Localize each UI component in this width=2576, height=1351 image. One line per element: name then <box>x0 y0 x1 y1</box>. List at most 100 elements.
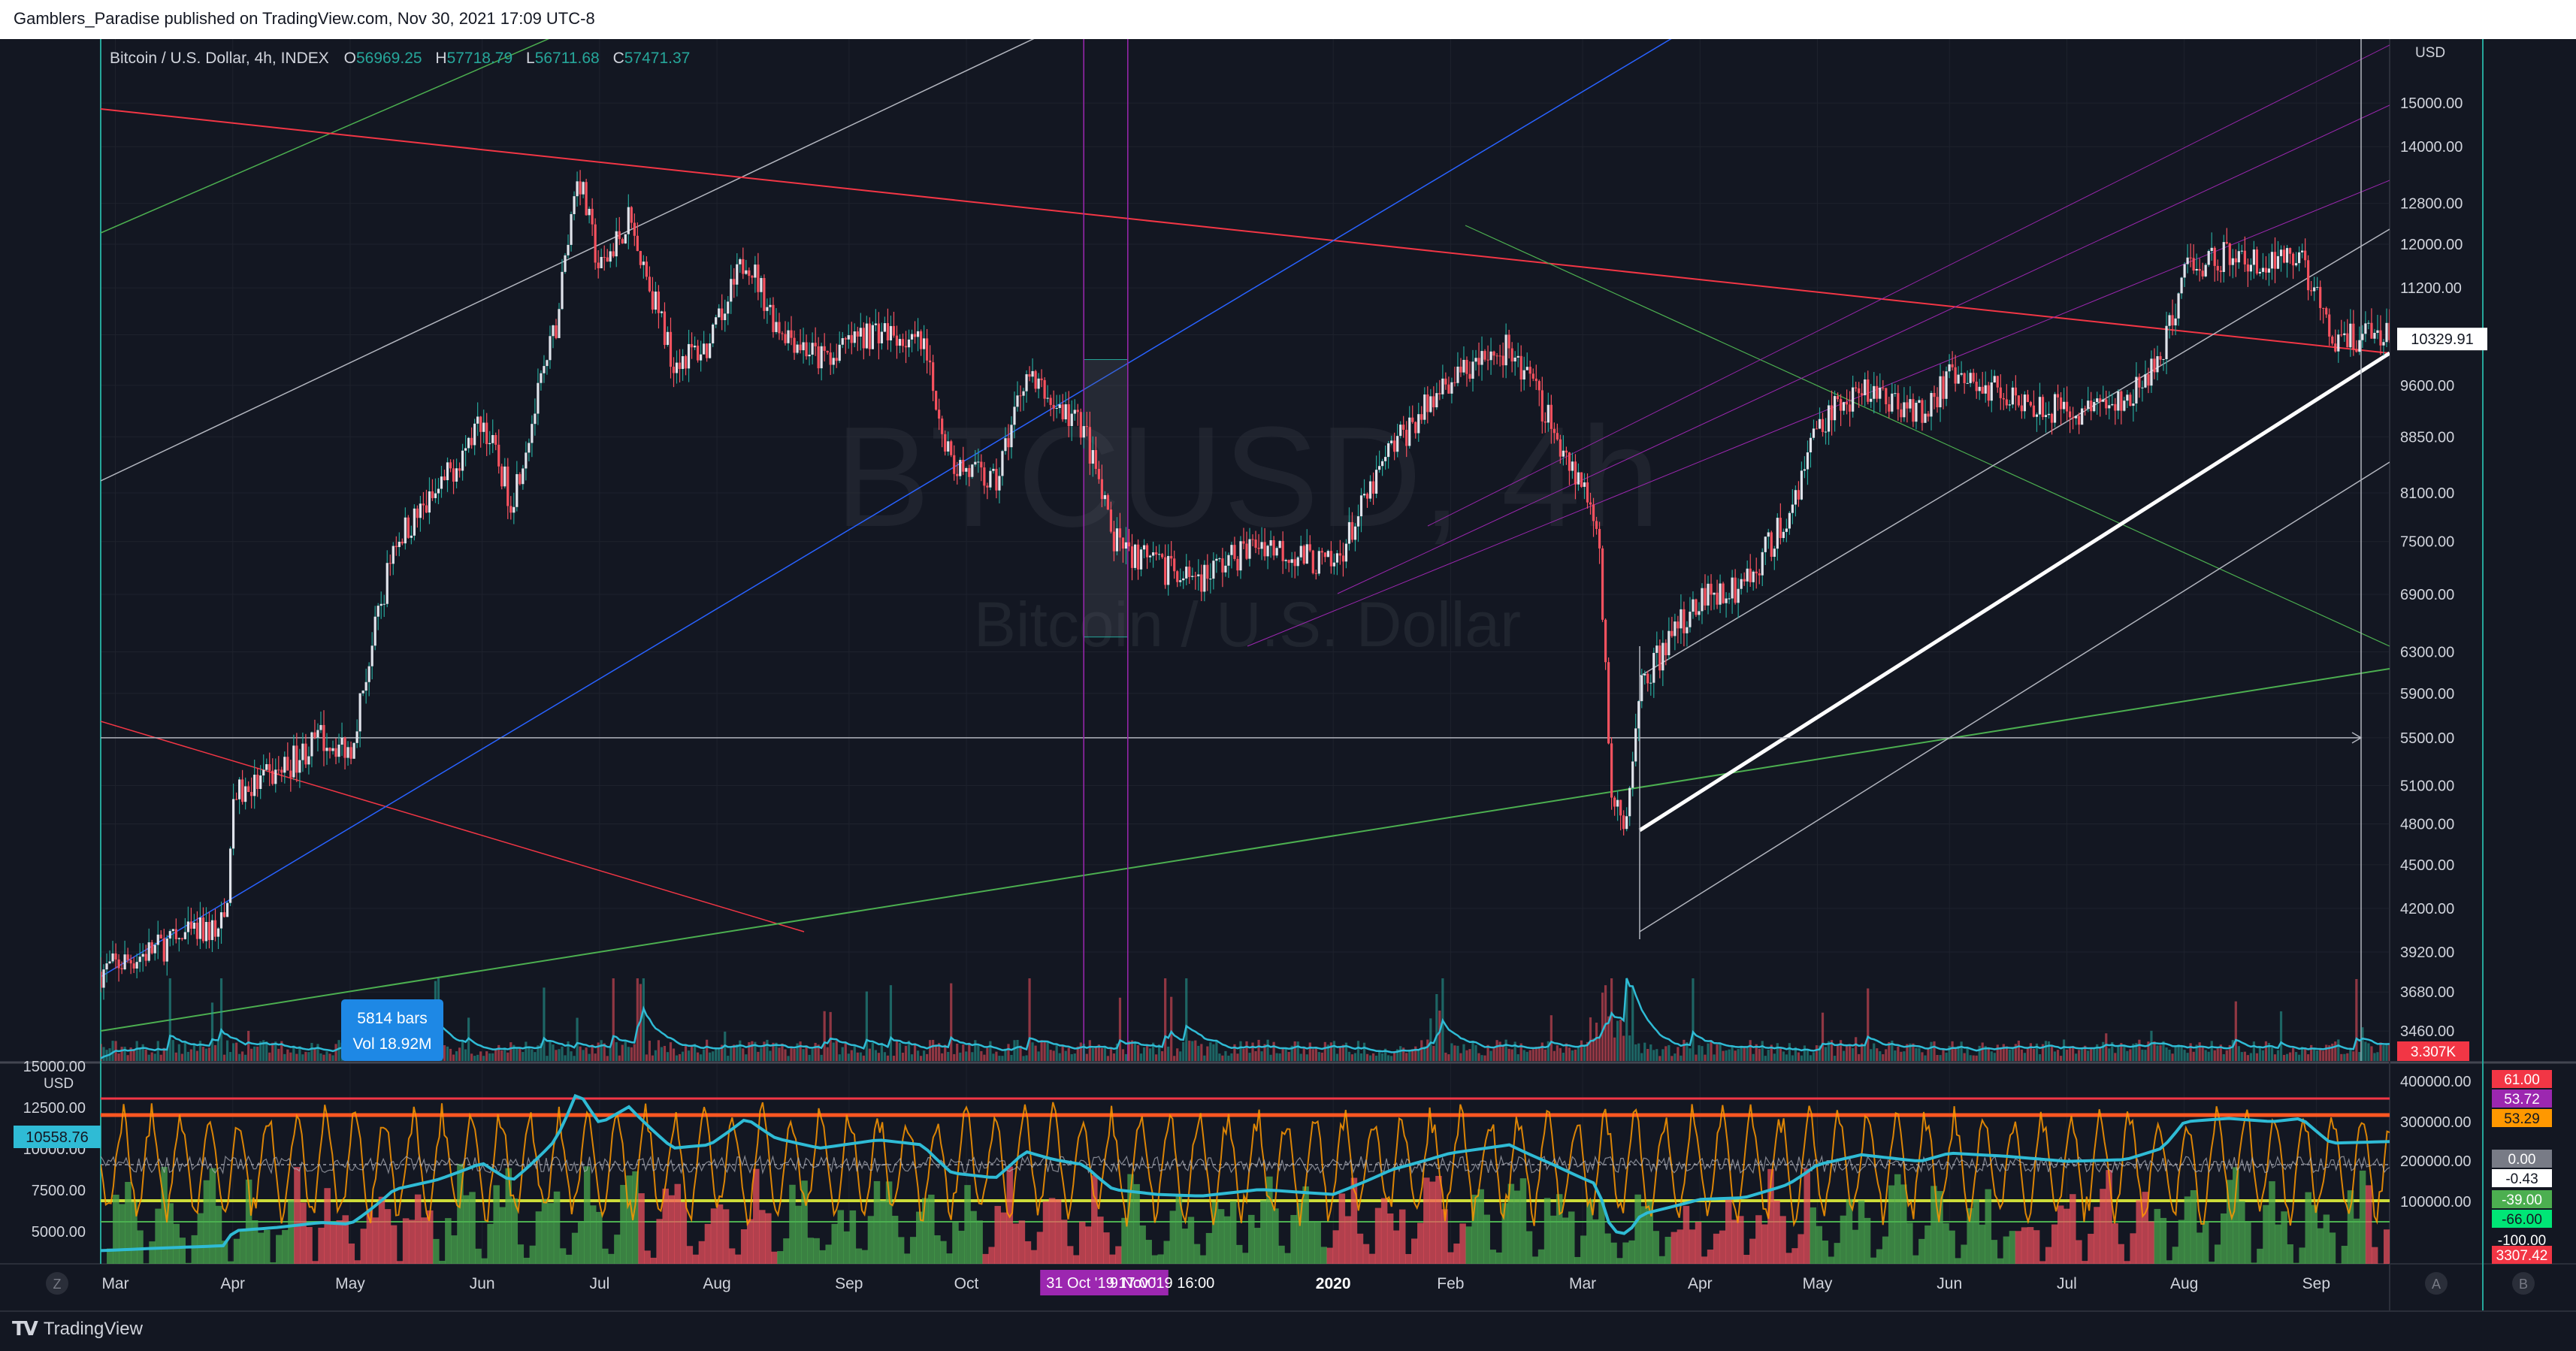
price-tick-label: 14000.00 <box>2400 139 2463 156</box>
candle-body <box>908 340 910 347</box>
volume-bar <box>808 1055 810 1061</box>
osc-histogram-bar <box>2233 1167 2239 1264</box>
volume-bar <box>700 1054 702 1061</box>
volume-bar <box>1492 1048 1495 1061</box>
candle-body <box>133 963 135 969</box>
candle-body <box>2211 248 2213 251</box>
candle-body <box>386 563 389 604</box>
volume-bar <box>1257 1040 1259 1061</box>
volume-bar <box>652 1056 654 1061</box>
candle-body <box>124 954 126 969</box>
candle-body <box>1423 394 1426 420</box>
volume-bar <box>455 1051 458 1061</box>
volume-bar <box>860 1053 862 1061</box>
volume-bar <box>935 1044 937 1061</box>
watermark-symbol: BTCUSD, 4h <box>835 397 1660 557</box>
candle-body <box>1366 494 1368 498</box>
candle-body <box>784 334 786 343</box>
candle-body <box>503 467 506 486</box>
volume-bar <box>1807 1050 1809 1061</box>
candle-body <box>917 331 919 337</box>
candle-body <box>983 467 985 485</box>
volume-bar <box>2066 1050 2068 1061</box>
price-tick-label: 12000.00 <box>2400 237 2463 253</box>
osc-histogram-bar <box>723 1209 730 1264</box>
volume-bar <box>1161 1051 1163 1061</box>
volume-bar <box>1324 1042 1326 1061</box>
volume-bar <box>485 1051 488 1061</box>
volume-bar <box>325 1051 328 1061</box>
candle-body <box>1958 375 1960 384</box>
candle-body <box>2150 358 2152 385</box>
osc-histogram-bar <box>119 1204 125 1264</box>
volume-bar <box>2373 1053 2375 1061</box>
volume-bar <box>2262 1050 2264 1061</box>
candle-body <box>1080 412 1082 437</box>
osc-histogram-bar <box>270 1262 277 1264</box>
candle-body <box>398 542 401 547</box>
candle-body <box>1146 546 1148 558</box>
volume-bar <box>624 1040 627 1061</box>
candle-body <box>694 346 696 347</box>
volume-bar <box>1843 1051 1845 1061</box>
candle-body <box>1363 494 1365 495</box>
volume-bar <box>464 1050 467 1061</box>
candle-body <box>1951 364 1953 367</box>
candle-body <box>802 343 804 351</box>
osc-histogram-bar <box>1574 1257 1581 1264</box>
volume-bar <box>1776 1043 1779 1061</box>
candle-body <box>2202 271 2204 277</box>
candle-body <box>298 760 301 773</box>
time-tick-label: Jul <box>2057 1275 2077 1292</box>
candle-body <box>603 257 606 258</box>
volume-bar <box>1634 1044 1637 1061</box>
osc-histogram-bar <box>2257 1249 2263 1264</box>
candle-body <box>1994 376 1996 382</box>
candle-body <box>1176 571 1178 582</box>
candle-body <box>488 443 491 444</box>
osc-histogram-bar <box>880 1201 887 1264</box>
volume-bar <box>449 1049 452 1061</box>
candle-body <box>154 945 156 954</box>
candle-body <box>1025 374 1027 391</box>
volume-bar <box>1689 1048 1691 1061</box>
volume-bar <box>998 1056 1000 1061</box>
candle-body <box>1426 394 1429 412</box>
candle-body <box>2208 251 2210 264</box>
osc-histogram-bar <box>626 1175 633 1264</box>
volume-bar <box>1939 1055 1941 1061</box>
volume-bar <box>1933 1041 1935 1061</box>
osc-histogram-bar <box>934 1235 941 1264</box>
volume-bar <box>193 1044 195 1061</box>
price-tick-label: 8850.00 <box>2400 429 2454 446</box>
chart-canvas[interactable]: BTCUSD, 4h Bitcoin / U.S. Dollar 15000.0… <box>0 0 2576 1310</box>
candle-body <box>268 764 271 771</box>
candle-body <box>2096 398 2098 402</box>
candle-body <box>1041 379 1043 380</box>
candle-body <box>1173 558 1175 571</box>
osc-histogram-bar <box>2311 1205 2318 1264</box>
volume-bar <box>528 1046 530 1061</box>
volume-bar <box>1677 1047 1679 1061</box>
volume-bar <box>2358 1052 2360 1061</box>
candle-body <box>815 343 817 346</box>
candle-body <box>766 307 768 311</box>
legend-c-label: C <box>613 50 624 67</box>
osc-axis-currency: USD <box>44 1076 74 1092</box>
volume-bar <box>202 1047 204 1061</box>
volume-bar <box>1658 1056 1661 1061</box>
volume-bar <box>579 1047 581 1061</box>
candle-body <box>2072 417 2074 418</box>
candle-body <box>1619 800 1622 816</box>
volume-bar <box>1568 1047 1571 1061</box>
volume-bar <box>839 1054 841 1061</box>
volume-bar <box>1285 1048 1287 1061</box>
volume-bar <box>1025 1055 1027 1061</box>
candle-body <box>685 356 687 368</box>
candle-body <box>247 786 249 792</box>
volume-bar <box>688 1050 690 1061</box>
tradingview-logo[interactable]: TV TradingView <box>12 1316 143 1342</box>
osc-histogram-bar <box>1689 1229 1696 1264</box>
volume-bar <box>543 987 545 1061</box>
volume-bar <box>2361 1027 2363 1061</box>
